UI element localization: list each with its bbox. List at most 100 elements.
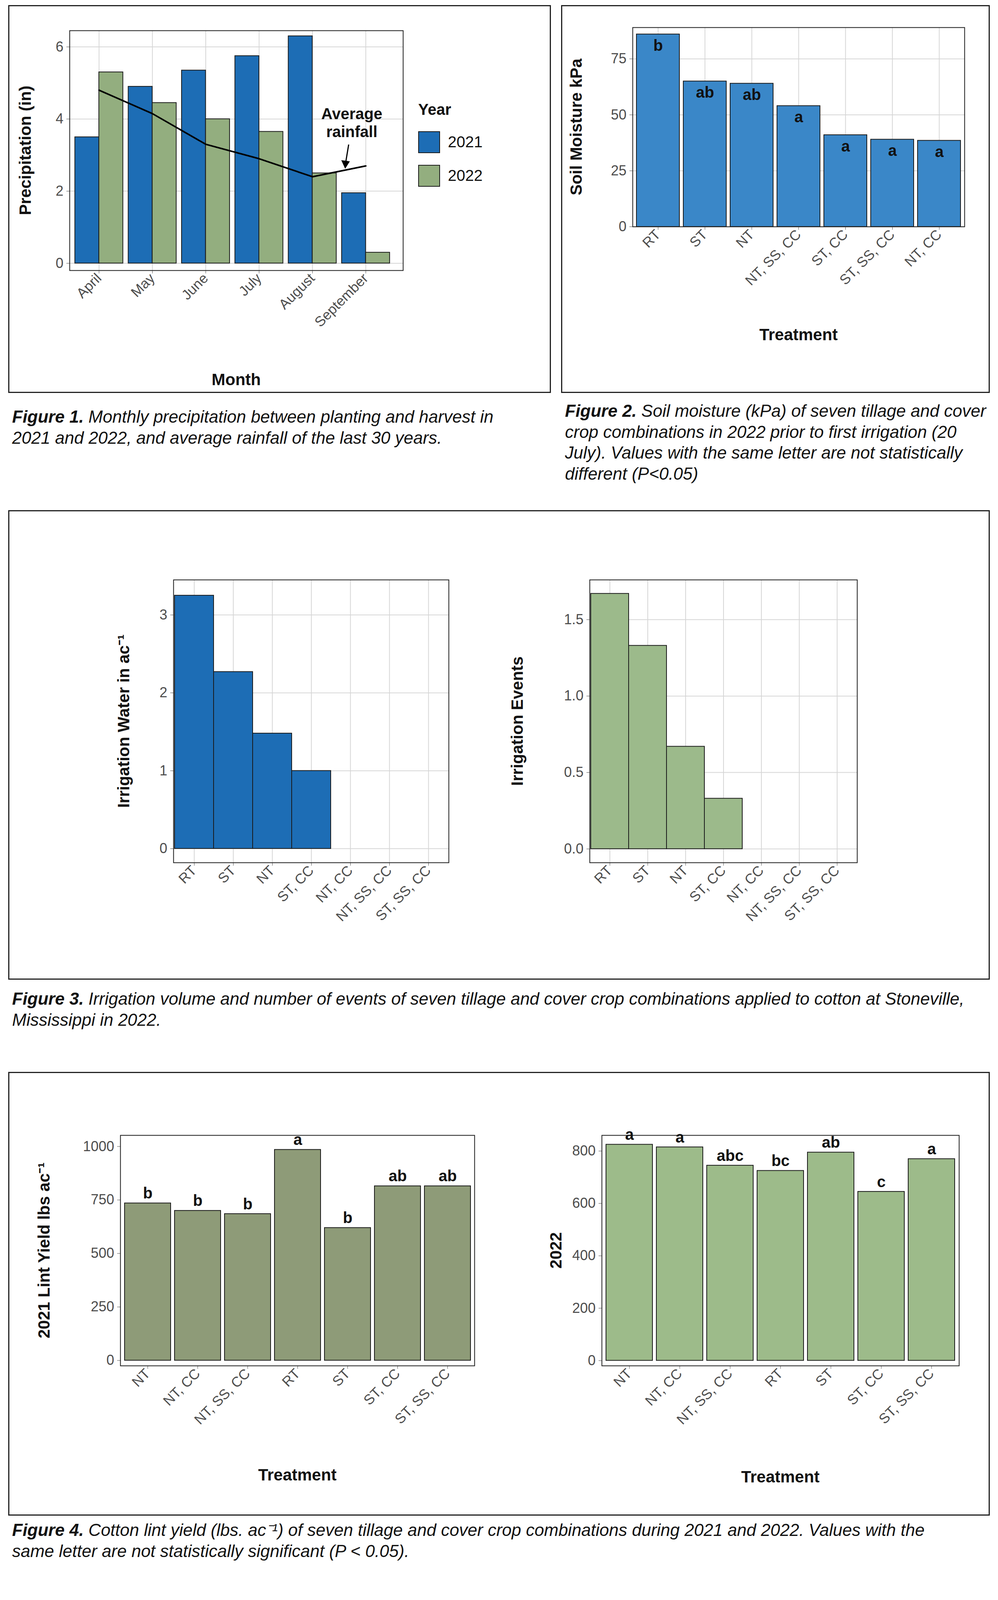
- svg-text:NT, SS, CC: NT, SS, CC: [332, 861, 395, 924]
- html-text:Figure 2. Soil moisture (kPa): Figure 2. Soil moisture (kPa) of seven t…: [564, 400, 987, 483]
- svg-text:NT: NT: [732, 226, 758, 251]
- svg-text:NT: NT: [128, 1364, 154, 1390]
- svg-text:a: a: [675, 1128, 685, 1146]
- svg-text:NT, SS, CC: NT, SS, CC: [673, 1364, 736, 1427]
- svg-text:NT, SS, CC: NT, SS, CC: [190, 1364, 254, 1427]
- svg-text:ST: ST: [329, 1364, 354, 1389]
- svg-text:RT: RT: [590, 861, 615, 886]
- svg-text:a: a: [927, 1139, 937, 1157]
- svg-text:a: a: [841, 137, 851, 155]
- svg-text:75: 75: [610, 50, 627, 67]
- svg-text:25: 25: [610, 162, 627, 179]
- svg-text:b: b: [142, 1183, 153, 1202]
- svg-text:0: 0: [587, 1351, 596, 1368]
- svg-text:600: 600: [572, 1194, 596, 1211]
- svg-text:0: 0: [106, 1351, 115, 1368]
- svg-text:ST: ST: [812, 1364, 837, 1389]
- svg-text:NT, SS, CC: NT, SS, CC: [741, 226, 804, 289]
- html-text:Average rainfall: Average rainfall: [321, 105, 383, 141]
- svg-text:4: 4: [55, 110, 64, 127]
- svg-text:ab: ab: [695, 83, 715, 101]
- svg-text:2: 2: [159, 684, 168, 701]
- svg-text:ab: ab: [388, 1166, 407, 1184]
- html-text:Figure 1. Monthly precipitatio: Figure 1. Monthly precipitation between …: [12, 406, 494, 447]
- svg-text:May: May: [127, 269, 158, 300]
- svg-text:July: July: [235, 269, 265, 299]
- svg-text:RT: RT: [761, 1364, 786, 1389]
- html-text:Figure 4. Cotton lint yield (l: Figure 4. Cotton lint yield (lbs. ac⁻¹) …: [12, 1519, 925, 1560]
- html-text:Treatment: Treatment: [759, 325, 838, 344]
- svg-text:ST, SS, CC: ST, SS, CC: [780, 861, 843, 924]
- svg-text:NT, SS, CC: NT, SS, CC: [742, 861, 805, 924]
- svg-text:NT, CC: NT, CC: [159, 1364, 204, 1408]
- svg-text:a: a: [794, 108, 804, 126]
- html-text:Treatment: Treatment: [741, 1466, 820, 1486]
- svg-text:NT: NT: [610, 1364, 635, 1390]
- svg-text:abc: abc: [716, 1146, 744, 1164]
- svg-text:b: b: [192, 1191, 203, 1209]
- svg-text:ST, SS, CC: ST, SS, CC: [836, 226, 899, 288]
- svg-text:b: b: [242, 1194, 253, 1212]
- svg-text:a: a: [625, 1125, 635, 1143]
- svg-text:ST, SS, CC: ST, SS, CC: [372, 861, 435, 924]
- html-text:Precipitation (in): Precipitation (in): [16, 85, 35, 216]
- svg-text:1.0: 1.0: [563, 687, 584, 704]
- html-text:Figure 3. Irrigation volume an: Figure 3. Irrigation volume and number o…: [12, 988, 965, 1029]
- svg-text:50: 50: [610, 106, 627, 123]
- svg-text:ST, SS, CC: ST, SS, CC: [391, 1364, 454, 1427]
- svg-text:c: c: [876, 1172, 886, 1190]
- svg-text:0: 0: [159, 839, 168, 856]
- svg-text:1: 1: [159, 762, 168, 779]
- svg-text:NT, CC: NT, CC: [641, 1364, 686, 1408]
- svg-text:6: 6: [55, 38, 64, 55]
- svg-text:NT: NT: [253, 861, 278, 887]
- svg-text:ST: ST: [686, 226, 711, 251]
- html-text:Soil Moisture kPa: Soil Moisture kPa: [566, 58, 586, 196]
- svg-text:RT: RT: [278, 1364, 303, 1389]
- svg-text:0: 0: [618, 218, 627, 235]
- svg-text:ST, CC: ST, CC: [274, 861, 318, 905]
- svg-text:a: a: [293, 1130, 303, 1148]
- svg-text:ST, SS, CC: ST, SS, CC: [875, 1364, 938, 1427]
- svg-text:200: 200: [572, 1299, 596, 1316]
- svg-text:250: 250: [90, 1297, 115, 1314]
- svg-text:1.5: 1.5: [563, 611, 584, 628]
- svg-text:NT: NT: [666, 861, 692, 887]
- svg-text:ab: ab: [821, 1133, 841, 1151]
- svg-text:0.5: 0.5: [563, 763, 584, 780]
- svg-text:400: 400: [572, 1246, 596, 1263]
- svg-text:NT, CC: NT, CC: [723, 861, 767, 906]
- svg-text:ST: ST: [214, 861, 239, 886]
- svg-text:ST, CC: ST, CC: [808, 226, 852, 270]
- svg-text:ST, CC: ST, CC: [843, 1364, 887, 1408]
- html-text:Irrigation Events: Irrigation Events: [507, 656, 527, 786]
- svg-text:ST, CC: ST, CC: [686, 861, 729, 905]
- svg-text:a: a: [934, 142, 944, 161]
- svg-text:NT, CC: NT, CC: [901, 226, 945, 270]
- svg-text:b: b: [653, 36, 663, 54]
- svg-text:NT, CC: NT, CC: [312, 861, 356, 906]
- svg-text:0.0: 0.0: [563, 840, 584, 857]
- svg-text:3: 3: [159, 606, 168, 623]
- svg-text:500: 500: [90, 1244, 115, 1261]
- svg-text:bc: bc: [771, 1151, 790, 1169]
- svg-text:June: June: [178, 269, 212, 303]
- svg-text:RT: RT: [639, 226, 664, 251]
- svg-text:ST: ST: [629, 861, 654, 886]
- svg-text:b: b: [342, 1208, 353, 1226]
- svg-text:ST, CC: ST, CC: [360, 1364, 404, 1408]
- svg-text:April: April: [73, 269, 105, 302]
- html-text:Month: Month: [211, 370, 261, 389]
- svg-text:ab: ab: [742, 85, 761, 104]
- svg-text:800: 800: [572, 1142, 596, 1159]
- html-text:Treatment: Treatment: [258, 1464, 337, 1484]
- svg-text:750: 750: [90, 1190, 115, 1207]
- svg-text:August: August: [275, 269, 318, 312]
- svg-text:ab: ab: [438, 1166, 457, 1184]
- svg-text:RT: RT: [175, 861, 200, 886]
- svg-text:September: September: [311, 269, 372, 330]
- svg-text:2: 2: [55, 182, 64, 199]
- svg-text:a: a: [887, 141, 897, 159]
- svg-text:0: 0: [55, 254, 64, 271]
- svg-text:1000: 1000: [82, 1137, 115, 1154]
